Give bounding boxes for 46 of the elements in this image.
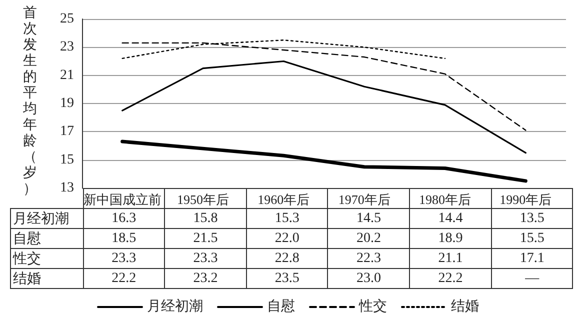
- data-label: 18.9: [410, 228, 492, 248]
- y-tick-label: 25: [60, 12, 74, 26]
- data-label: 20.2: [328, 228, 410, 248]
- data-label: 13.5: [491, 208, 573, 228]
- data-label: 16.3: [83, 208, 165, 228]
- data-label: 14.5: [328, 208, 410, 228]
- data-label: 22.2: [410, 268, 492, 288]
- text: 自慰: [13, 232, 41, 246]
- y-tick-label: 15: [60, 152, 74, 168]
- legend-label: 自慰: [267, 298, 295, 314]
- x-tick-label: 新中国成立前: [83, 192, 162, 207]
- y-tick-label: 17: [60, 124, 74, 140]
- x-tick-label: 1960年后: [258, 192, 310, 207]
- data-label: 22.0: [246, 228, 328, 248]
- data-label: 15.3: [246, 208, 328, 228]
- data-label: 21.1: [410, 248, 492, 268]
- legend-label: 月经初潮: [147, 298, 203, 314]
- legend-label: 结婚: [451, 298, 479, 314]
- text: 月经初潮: [13, 212, 69, 226]
- text: 首次发生的平均年龄（岁）: [23, 6, 37, 197]
- data-label: 15.5: [491, 228, 573, 248]
- data-label: 22.8: [246, 248, 328, 268]
- data-label: 21.5: [164, 228, 246, 248]
- data-label: 22.2: [83, 268, 165, 288]
- data-label: 18.5: [83, 228, 165, 248]
- data-label: 23.5: [246, 268, 328, 288]
- data-label: 23.0: [328, 268, 410, 288]
- y-tick-label: 13: [60, 180, 74, 196]
- data-label: 23.3: [164, 248, 246, 268]
- data-label: 15.8: [164, 208, 246, 228]
- legend-label: 性交: [358, 298, 387, 314]
- data-label: 14.4: [410, 208, 492, 228]
- data-label: 17.1: [491, 248, 573, 268]
- text: —: [525, 270, 540, 286]
- data-label: 22.3: [328, 248, 410, 268]
- text: 性交: [13, 252, 41, 266]
- y-tick-label: 21: [60, 68, 74, 83]
- text: 结婚: [13, 272, 41, 286]
- x-tick-label: 1990年后: [500, 192, 552, 207]
- x-tick-label: 1970年后: [338, 192, 390, 207]
- data-label: 23.2: [164, 268, 246, 288]
- x-tick-label: 1980年后: [419, 192, 471, 207]
- data-label: 23.3: [83, 248, 165, 268]
- x-tick-label: 1950年后: [177, 192, 229, 207]
- y-tick-label: 19: [60, 96, 74, 111]
- y-tick-label: 23: [60, 40, 74, 55]
